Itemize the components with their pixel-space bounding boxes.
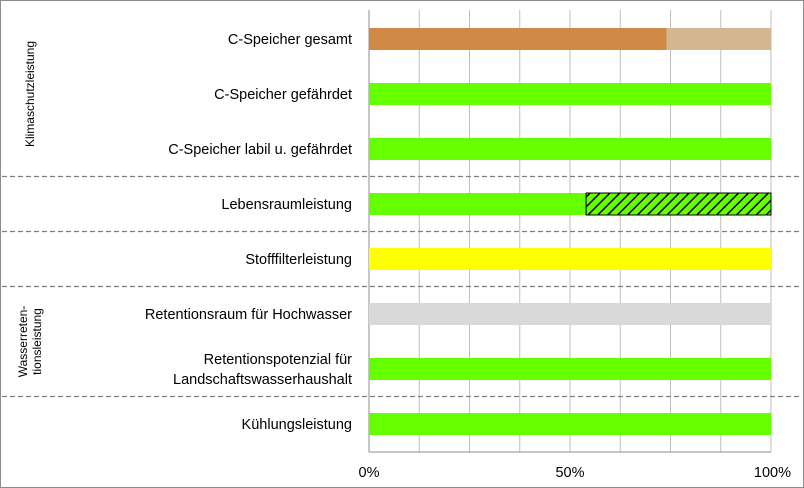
bar-segment-1-0 [369,83,771,105]
bar-segment-3-1 [585,192,772,216]
bar-segment-6-0 [369,358,771,380]
x-tick-label: 100% [754,465,791,481]
bar-segment-4-0 [369,248,771,270]
category-label: C-Speicher gefährdet [214,87,352,103]
x-tick-label: 0% [359,465,380,481]
bars [369,28,772,435]
bar-segment-0-1 [666,28,771,50]
group-label-text: tionsleistung [30,308,44,375]
group-label-1: Wasserreten-tionsleistung [16,306,44,378]
bar-segment-3-0 [369,193,587,215]
category-label: C-Speicher labil u. gefährdet [168,142,352,158]
category-label: C-Speicher gesamt [228,32,352,48]
bar-segment-7-0 [369,413,771,435]
category-labels: C-Speicher gesamt C-Speicher gefährdet C-S… [145,32,352,433]
group-label-0: Klimaschutzleistung [23,41,37,147]
bar-segment-0-0 [369,28,667,50]
group-label-text: Wasserreten- [16,306,30,378]
category-label: Stofffilterleistung [245,252,352,268]
group-separators [2,175,800,398]
category-label: Landschaftswasserhaushalt [173,372,352,388]
x-axis-ticks: 0% 50% 100% [359,465,792,481]
bar-segment-5-0 [369,303,771,325]
category-label: Lebensraumleistung [221,197,352,213]
group-labels: Klimaschutzleistung Wasserreten-tionsleis… [16,41,44,377]
x-tick-label: 50% [555,465,584,481]
group-label-text: Klimaschutzleistung [23,41,37,147]
bar-segment-2-0 [369,138,771,160]
category-label: Retentionsraum für Hochwasser [145,307,352,323]
category-label: Kühlungsleistung [242,417,352,433]
category-label: Retentionspotenzial für [204,352,352,368]
